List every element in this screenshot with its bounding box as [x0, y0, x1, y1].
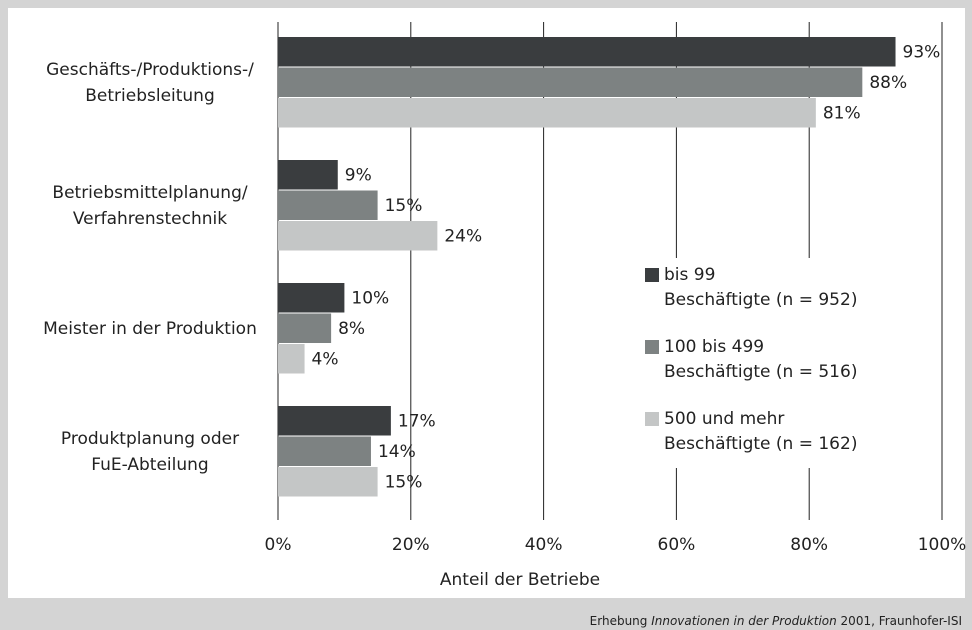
value-label: 4% [312, 349, 339, 369]
bar [278, 37, 896, 67]
source-part: 2001, Fraunhofer-ISI [837, 614, 962, 628]
value-label: 24% [444, 226, 482, 246]
value-label: 8% [338, 319, 365, 339]
legend-label: bis 99 [664, 265, 715, 285]
value-label: 17% [398, 411, 436, 431]
bar [278, 436, 371, 466]
x-tick-label: 40% [525, 535, 563, 555]
legend-label: 500 und mehr [664, 409, 784, 429]
x-tick-label: 60% [658, 535, 696, 555]
bar [278, 190, 378, 220]
x-tick-label: 100% [918, 535, 967, 555]
legend-label: 100 bis 499 [664, 337, 764, 357]
bar [278, 313, 332, 343]
source-part: Innovationen in der Produktion [651, 614, 837, 628]
source-part: Erhebung [590, 614, 652, 628]
legend-swatch [645, 412, 659, 426]
bar [278, 160, 338, 190]
value-label: 15% [385, 196, 423, 216]
value-label: 14% [378, 442, 416, 462]
bar [278, 406, 391, 436]
bar [278, 67, 863, 97]
value-label: 81% [823, 103, 861, 123]
legend-label: Beschäftigte (n = 952) [664, 290, 857, 310]
x-tick-label: 20% [392, 535, 430, 555]
legend-swatch [645, 340, 659, 354]
value-label: 15% [385, 472, 423, 492]
bar [278, 283, 345, 313]
category-label: Betriebsmittelplanung/ [52, 183, 247, 203]
category-label: Geschäfts-/Produktions-/ [46, 60, 254, 80]
category-label: Produktplanung oder [61, 429, 239, 449]
category-label: FuE-Abteilung [91, 455, 208, 475]
category-label: Verfahrenstechnik [73, 209, 227, 229]
bar [278, 221, 438, 251]
category-label: Betriebsleitung [85, 86, 215, 106]
legend-label: Beschäftigte (n = 162) [664, 434, 857, 454]
bar [278, 344, 305, 374]
bar [278, 98, 816, 128]
value-label: 10% [351, 288, 389, 308]
source: Erhebung Innovationen in der Produktion … [590, 614, 962, 628]
value-label: 9% [345, 165, 372, 185]
x-axis-label: Anteil der Betriebe [440, 570, 600, 590]
value-label: 93% [903, 42, 941, 62]
value-label: 88% [869, 73, 907, 93]
legend-label: Beschäftigte (n = 516) [664, 362, 857, 382]
legend-swatch [645, 268, 659, 282]
legend-background [639, 258, 869, 468]
x-tick-label: 80% [790, 535, 828, 555]
x-tick-label: 0% [265, 535, 292, 555]
bar [278, 467, 378, 497]
category-label: Meister in der Produktion [43, 319, 257, 339]
